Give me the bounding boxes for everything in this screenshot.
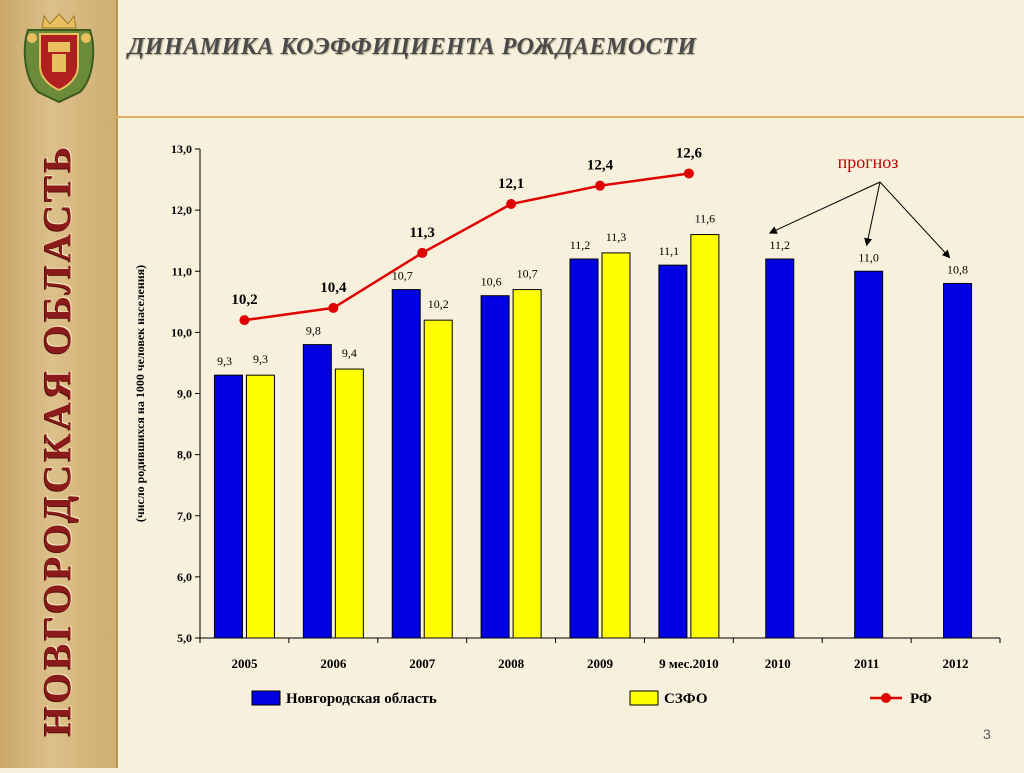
forecast-arrow <box>864 181 881 247</box>
chart-area: 5,0 6,0 7,0 8,0 9,0 10,0 11,0 12,0 13,0 (число ро… <box>118 120 1024 768</box>
bar-label-novgorod: 10,7 <box>392 269 413 283</box>
legend-label: РФ <box>910 691 932 707</box>
legend-marker <box>881 693 891 703</box>
y-tick-label: 10,0 <box>171 325 192 339</box>
bar-novgorod <box>943 282 973 639</box>
forecast-arrow <box>879 181 951 259</box>
x-tick-label: 2009 <box>587 656 614 671</box>
bar-novgorod <box>569 258 599 639</box>
bar-label-szfo: 11,6 <box>695 212 716 226</box>
bar-label-novgorod: 9,3 <box>217 354 232 368</box>
rf-label: 12,1 <box>498 176 524 192</box>
rf-point <box>328 302 339 313</box>
bar-novgorod <box>480 295 510 639</box>
bar-novgorod <box>391 289 421 639</box>
bar-label-novgorod: 10,6 <box>481 275 502 289</box>
bar-szfo <box>334 368 364 639</box>
x-tick-label: 2012 <box>943 656 969 671</box>
rf-label: 10,4 <box>320 280 347 296</box>
bar-szfo <box>690 234 720 639</box>
legend-swatch <box>629 690 659 706</box>
x-tick-label: 2010 <box>765 656 791 671</box>
y-tick-label: 8,0 <box>177 448 192 462</box>
bar-szfo <box>512 289 542 639</box>
rf-line <box>244 172 690 322</box>
legend-swatch <box>251 690 281 706</box>
bar-szfo <box>601 252 631 639</box>
y-axis-label: (число родившихся на 1000 человек населе… <box>133 265 147 522</box>
rf-label: 12,6 <box>676 145 703 161</box>
x-tick-label: 2007 <box>409 656 436 671</box>
title-divider <box>116 116 1024 118</box>
legend-label: Новгородская область <box>286 691 437 707</box>
y-tick-label: 5,0 <box>177 631 192 645</box>
bar-label-szfo: 10,7 <box>517 267 538 281</box>
rf-label: 11,3 <box>410 225 435 241</box>
x-tick-label: 9 мес.2010 <box>659 656 719 671</box>
rf-point <box>506 199 517 210</box>
bar-novgorod <box>854 270 884 639</box>
slide-title: ДИНАМИКА КОЭФФИЦИЕНТА РОЖДАЕМОСТИ <box>128 34 697 60</box>
page-number: 3 <box>983 726 991 742</box>
rf-label: 10,2 <box>231 292 257 308</box>
bar-label-novgorod: 9,8 <box>306 324 321 338</box>
bar-label-szfo: 9,4 <box>342 346 357 360</box>
rf-label: 12,4 <box>587 158 614 174</box>
forecast-arrow <box>768 181 881 234</box>
legend-label: СЗФО <box>664 691 707 707</box>
bar-label-novgorod: 11,2 <box>769 238 790 252</box>
x-tick-label: 2011 <box>854 656 879 671</box>
x-tick-label: 2008 <box>498 656 524 671</box>
bar-novgorod <box>302 344 332 639</box>
rf-point <box>417 247 428 258</box>
bar-label-szfo: 11,3 <box>606 230 627 244</box>
birth-rate-chart: 5,0 6,0 7,0 8,0 9,0 10,0 11,0 12,0 13,0 (число ро… <box>133 142 1001 707</box>
bar-label-novgorod: 11,1 <box>659 244 680 258</box>
y-tick-label: 6,0 <box>177 570 192 584</box>
y-tick-label: 7,0 <box>177 509 192 523</box>
y-tick-label: 11,0 <box>172 264 192 278</box>
bar-label-szfo: 9,3 <box>253 352 268 366</box>
x-tick-label: 2005 <box>231 656 258 671</box>
forecast-annotation: прогноз <box>838 152 899 172</box>
rf-point <box>683 168 694 179</box>
sidebar: НОВГОРОДСКАЯ ОБЛАСТЬ <box>0 0 118 768</box>
bar-label-novgorod: 10,8 <box>947 262 968 276</box>
bar-label-szfo: 10,2 <box>428 297 449 311</box>
coat-of-arms-icon <box>23 13 95 104</box>
bar-szfo <box>423 319 453 639</box>
bar-novgorod <box>658 264 688 639</box>
rf-point <box>239 315 250 326</box>
bar-novgorod <box>765 258 795 639</box>
rf-point <box>595 180 605 191</box>
y-tick-label: 12,0 <box>171 203 192 217</box>
bar-label-novgorod: 11,0 <box>858 250 879 264</box>
y-tick-label: 13,0 <box>171 142 192 156</box>
bar-novgorod <box>213 374 243 639</box>
bar-szfo <box>245 374 275 639</box>
y-tick-label: 9,0 <box>177 387 192 401</box>
region-vertical-title: НОВГОРОДСКАЯ ОБЛАСТЬ <box>36 143 80 737</box>
bar-label-novgorod: 11,2 <box>570 238 591 252</box>
x-tick-label: 2006 <box>320 656 347 671</box>
